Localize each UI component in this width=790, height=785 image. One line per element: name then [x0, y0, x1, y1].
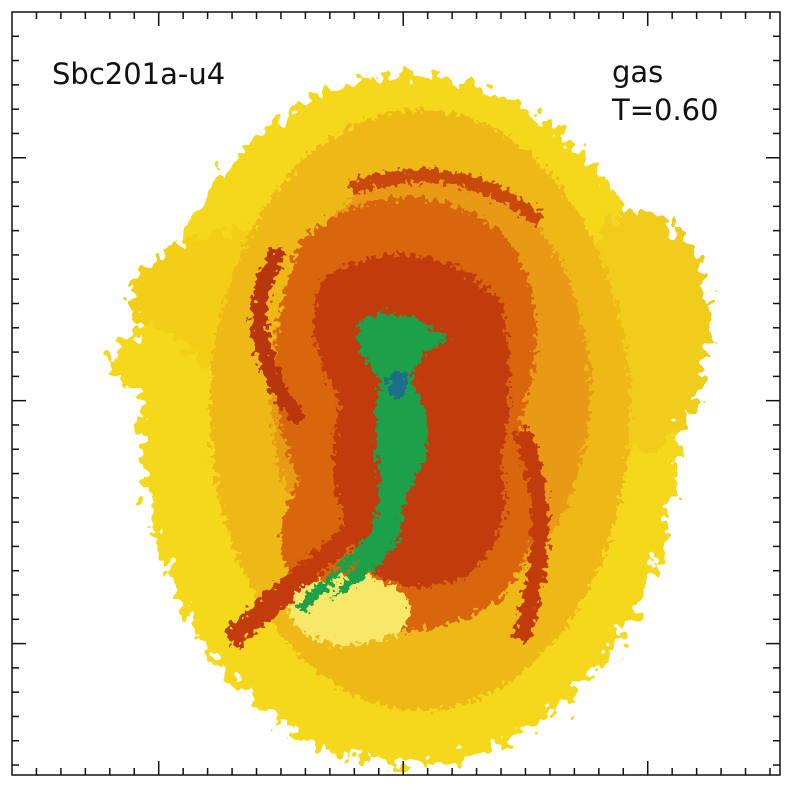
component-label: gas — [612, 55, 663, 89]
density-map-panel: Sbc201a-u4 gas T=0.60 — [0, 0, 790, 785]
page: {"panel": {"label": "Sbc201a-u4", "compo… — [0, 0, 790, 785]
run-label: Sbc201a-u4 — [52, 57, 225, 91]
gas-map — [110, 75, 710, 765]
time-label: T=0.60 — [611, 93, 719, 127]
